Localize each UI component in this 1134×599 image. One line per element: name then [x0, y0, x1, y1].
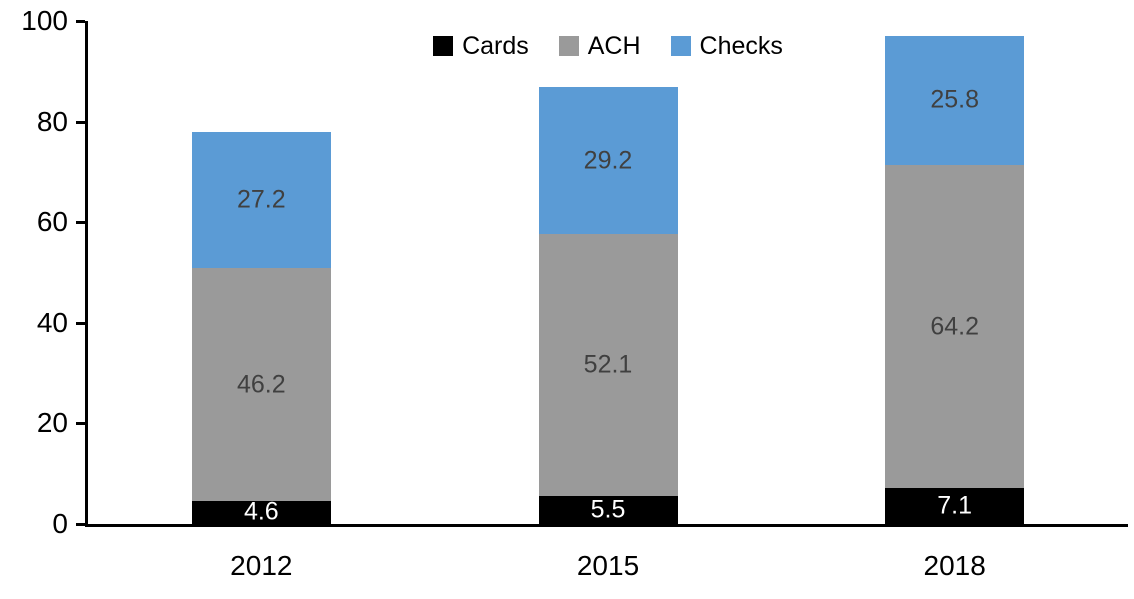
y-axis-tick [76, 120, 85, 124]
legend-label-ach: ACH [587, 32, 641, 60]
y-axis-tick-label: 20 [36, 407, 68, 439]
bar-value-label-cards: 5.5 [590, 495, 626, 524]
bar-value-label-checks: 29.2 [583, 146, 633, 175]
y-axis-line [85, 21, 88, 527]
legend-marker-checks [670, 36, 691, 56]
bar-segment-cards [885, 488, 1025, 524]
bar-value-label-cards: 4.6 [243, 497, 279, 526]
bar-segment-ach [191, 268, 331, 501]
legend-marker-cards [433, 36, 454, 56]
bar-value-label-checks: 25.8 [930, 85, 979, 114]
y-axis-tick [76, 221, 85, 225]
y-axis-tick [76, 523, 85, 526]
legend-item-cards: Cards [433, 31, 529, 61]
bar-segment-ach [885, 165, 1025, 489]
legend-label-checks: Checks [699, 32, 783, 60]
chart-legend: Cards ACH Checks [88, 31, 1128, 61]
bar-value-label-ach: 64.2 [930, 312, 979, 341]
y-axis-tick [76, 321, 85, 325]
y-axis-tick-label: 60 [36, 206, 68, 238]
y-axis-tick [76, 422, 85, 426]
bar-value-label-cards: 7.1 [937, 491, 973, 520]
x-axis-category-label: 2015 [576, 550, 640, 581]
x-axis-category-label: 2012 [230, 550, 293, 581]
bar-segment-checks [191, 131, 331, 269]
bar-segment-cards [191, 500, 331, 524]
bar-value-label-checks: 27.2 [236, 185, 286, 214]
legend-marker-ach [558, 36, 579, 56]
x-axis-category-label: 2018 [923, 550, 986, 581]
bar-segment-cards [538, 496, 678, 524]
y-axis-tick [76, 20, 85, 23]
y-axis-tick-label: 100 [21, 5, 68, 36]
bar-segment-checks [885, 35, 1025, 166]
bar-segment-checks [538, 87, 678, 235]
y-axis-tick-label: 40 [36, 306, 68, 338]
bar-value-label-ach: 52.1 [583, 350, 633, 379]
legend-item-ach: ACH [558, 31, 641, 61]
y-axis-tick-label: 80 [36, 105, 68, 137]
bar-segment-ach [538, 234, 678, 497]
bar-value-label-ach: 46.2 [236, 370, 286, 399]
y-axis-tick-label: 0 [52, 508, 68, 539]
legend-label-cards: Cards [462, 32, 529, 60]
x-axis-line [85, 524, 1128, 527]
legend-item-checks: Checks [670, 31, 783, 61]
